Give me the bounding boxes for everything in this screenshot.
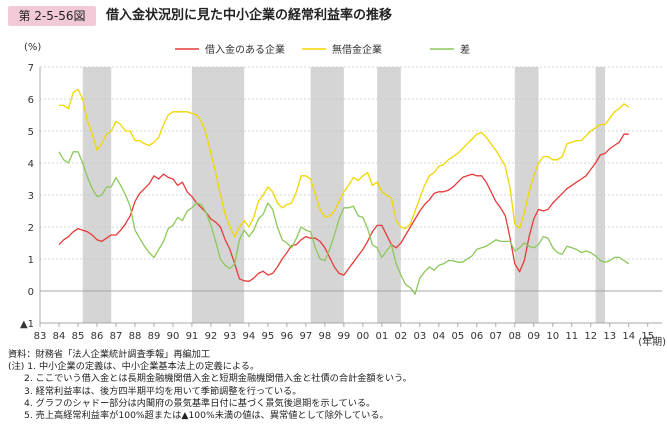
x-tick-label: 15 [641, 331, 654, 342]
legend-label: 差 [460, 43, 470, 56]
series-line-3 [58, 151, 630, 295]
x-tick-label: 04 [432, 331, 445, 342]
x-tick-label: 99 [338, 331, 351, 342]
x-tick-label: 14 [622, 331, 635, 342]
x-axis-label: (年期) [638, 335, 666, 348]
note-1: (注) 1. 中小企業の定義は、中小企業基本法上の定義による。 [8, 361, 260, 373]
x-tick-label: 89 [148, 331, 161, 342]
x-tick-label: 92 [205, 331, 218, 342]
x-tick-label: 98 [319, 331, 332, 342]
x-tick-label: 83 [34, 331, 47, 342]
series-lines [58, 88, 630, 295]
series-line-2 [59, 88, 630, 238]
x-tick-label: 86 [91, 331, 104, 342]
x-tick-label: 08 [508, 331, 521, 342]
note-2: 2. ここでいう借入金とは長期金融機関借入金と短期金融機関借入金と社債の合計金額… [24, 373, 412, 385]
x-tick-label: 87 [110, 331, 123, 342]
x-tick-label: 94 [243, 331, 256, 342]
y-tick-label: 4 [28, 159, 34, 170]
legend-label: 借入金のある企業 [205, 43, 285, 56]
note-5: 5. 売上高経常利益率が100%超または▲100%未満の値は、異常値として除外し… [24, 410, 389, 422]
y-tick-label: 0 [28, 287, 34, 298]
note-3: 3. 経常利益率は、後方四半期平均を用いて季節調整を行っている。 [24, 385, 302, 397]
x-tick-label: 97 [300, 331, 313, 342]
x-tick-label: 01 [375, 331, 388, 342]
recession-band [514, 67, 539, 323]
grid-lines [40, 66, 662, 324]
x-tick-label: 11 [565, 331, 578, 342]
legend: 借入金のある企業 無借金企業 差 [175, 43, 470, 56]
x-tick-label: 13 [603, 331, 616, 342]
y-tick-label: 2 [28, 223, 34, 234]
y-tick-label: 3 [28, 191, 34, 202]
x-tick-label: 00 [357, 331, 370, 342]
x-tick-label: 84 [53, 331, 66, 342]
series-line-1 [58, 133, 629, 283]
x-tick-label: 05 [451, 331, 464, 342]
y-tick-label: 7 [28, 63, 34, 74]
y-tick-label: ▲1 [20, 319, 34, 330]
x-tick-label: 07 [489, 331, 502, 342]
y-tick-label: 6 [28, 95, 34, 106]
source-note: 資料：財務省「法人企業統計調査季報」再編加工 [8, 349, 211, 360]
note-4: 4. グラフのシャドー部分は内閣府の景気基準日付に基づく景気後退期を示している。 [24, 397, 376, 409]
y-axis-label: (%) [24, 42, 41, 53]
figure-title: 借入金状況別に見た中小企業の経常利益率の推移 [106, 8, 393, 23]
legend-label: 無借金企業 [332, 43, 382, 56]
x-tick-label: 88 [129, 331, 142, 342]
x-tick-label: 12 [584, 331, 597, 342]
x-tick-label: 90 [167, 331, 180, 342]
x-tick-label: 95 [262, 331, 275, 342]
x-tick-label: 02 [394, 331, 407, 342]
x-tick-label: 10 [546, 331, 559, 342]
y-tick-label: 1 [28, 255, 34, 266]
x-tick-label: 96 [281, 331, 294, 342]
x-tick-label: 06 [470, 331, 483, 342]
x-tick-label: 09 [527, 331, 540, 342]
x-tick-label: 85 [72, 331, 85, 342]
y-tick-label: 5 [28, 127, 34, 138]
x-tick-label: 93 [224, 331, 237, 342]
x-tick-label: 91 [186, 331, 199, 342]
x-tick-label: 03 [413, 331, 426, 342]
notes-block: 資料：財務省「法人企業統計調査季報」再編加工 (注) 1. 中小企業の定義は、中… [8, 349, 412, 422]
figure-number-badge: 第 2-5-56図 [8, 6, 96, 26]
